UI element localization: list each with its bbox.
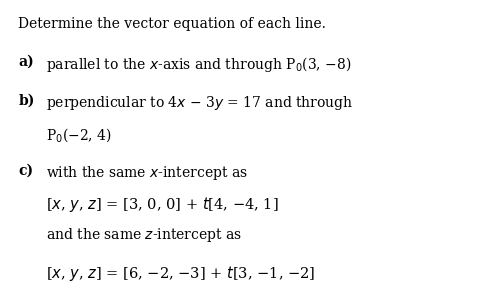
Text: parallel to the $x$-axis and through P$_0$(3, −8): parallel to the $x$-axis and through P$_… <box>46 55 351 74</box>
Text: perpendicular to 4$x$ − 3$y$ = 17 and through: perpendicular to 4$x$ − 3$y$ = 17 and th… <box>46 94 353 112</box>
Text: a): a) <box>18 55 34 68</box>
Text: [$x$, $y$, $z$] = [3, 0, 0] + $t$[4, −4, 1]: [$x$, $y$, $z$] = [3, 0, 0] + $t$[4, −4,… <box>46 195 279 215</box>
Text: [$x$, $y$, $z$] = [6, −2, −3] + $t$[3, −1, −2]: [$x$, $y$, $z$] = [6, −2, −3] + $t$[3, −… <box>46 264 315 283</box>
Text: b): b) <box>18 94 35 108</box>
Text: with the same $x$-intercept as: with the same $x$-intercept as <box>46 164 248 181</box>
Text: Determine the vector equation of each line.: Determine the vector equation of each li… <box>18 17 326 31</box>
Text: c): c) <box>18 164 33 178</box>
Text: and the same $z$-intercept as: and the same $z$-intercept as <box>46 226 242 244</box>
Text: P$_0$(−2, 4): P$_0$(−2, 4) <box>46 126 112 144</box>
